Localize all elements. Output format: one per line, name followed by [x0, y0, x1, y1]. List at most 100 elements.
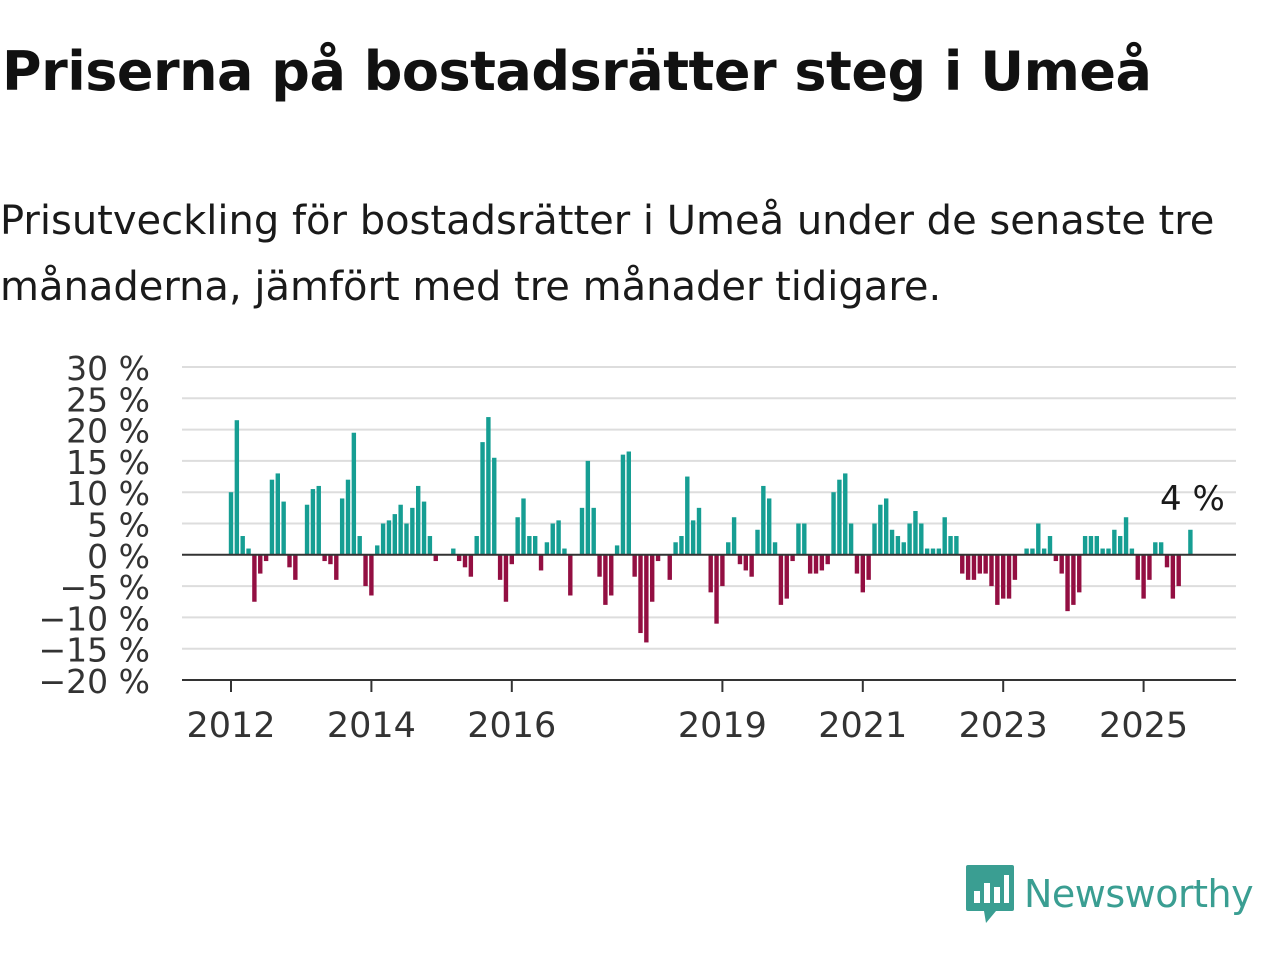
bar — [603, 554, 608, 605]
bar — [597, 554, 602, 577]
bar — [1053, 554, 1059, 562]
bar — [755, 529, 760, 555]
bar — [258, 554, 263, 574]
bar — [790, 554, 795, 562]
bar — [462, 554, 468, 568]
bar — [1012, 554, 1018, 580]
bar — [363, 554, 368, 587]
bar — [1141, 554, 1146, 599]
bar — [872, 523, 877, 555]
bar — [831, 492, 836, 555]
bar — [252, 554, 257, 602]
bar — [456, 554, 462, 562]
bar — [696, 507, 702, 555]
bar — [328, 554, 333, 565]
bar — [965, 554, 971, 580]
bar — [1147, 554, 1152, 580]
bar — [322, 554, 327, 562]
bar — [1071, 554, 1076, 605]
bar — [620, 454, 626, 555]
bar — [509, 554, 514, 565]
bar — [866, 554, 871, 580]
axes — [182, 553, 1236, 681]
bar — [761, 485, 766, 555]
x-tick-label: 2012 — [186, 706, 275, 746]
bar — [433, 554, 438, 562]
last-value-label: 4 % — [1160, 479, 1225, 519]
bar — [503, 554, 509, 602]
bar — [843, 473, 848, 555]
bar — [930, 548, 936, 555]
bar — [293, 554, 298, 580]
bar — [895, 536, 901, 555]
bar — [492, 457, 497, 555]
bar — [1030, 548, 1035, 555]
bar — [1088, 536, 1094, 555]
bar — [901, 542, 906, 555]
bar — [515, 517, 520, 555]
bar — [234, 420, 240, 555]
bar — [275, 473, 280, 555]
bar — [708, 554, 713, 593]
bar — [1100, 548, 1105, 555]
bar — [1006, 554, 1012, 599]
bar — [316, 485, 321, 555]
bar — [778, 554, 784, 605]
bar — [720, 554, 725, 587]
y-tick-label: 25 % — [66, 380, 150, 419]
bar — [983, 554, 988, 574]
y-tick-label: −10 % — [39, 599, 151, 638]
bar — [451, 548, 456, 555]
bar — [591, 507, 596, 555]
bar — [1112, 529, 1117, 555]
bar — [533, 536, 538, 555]
bar — [878, 504, 883, 555]
bar — [1077, 554, 1082, 593]
bar — [1059, 554, 1064, 574]
bar-chart: 30 %25 %20 %15 %10 %5 %0 %−5 %−10 %−15 %… — [39, 349, 1236, 746]
bar — [497, 554, 503, 580]
bar — [1082, 536, 1088, 555]
bar — [416, 485, 421, 555]
bar — [269, 479, 275, 555]
bar — [936, 548, 942, 555]
bar — [673, 542, 678, 555]
bar — [263, 554, 269, 562]
bar — [731, 517, 737, 555]
bar — [1158, 542, 1164, 555]
bar — [568, 554, 573, 596]
bar — [913, 510, 918, 555]
bar — [948, 536, 953, 555]
bar — [1188, 529, 1193, 555]
bar — [380, 523, 386, 555]
bar — [977, 554, 982, 574]
bar — [825, 554, 830, 565]
bar — [1129, 548, 1135, 555]
bar — [1065, 554, 1070, 612]
bar — [392, 514, 397, 555]
x-tick-label: 2021 — [818, 706, 907, 746]
bar — [942, 517, 947, 555]
bar — [655, 554, 661, 562]
bar — [404, 523, 409, 555]
bar — [228, 492, 234, 555]
y-tick-label: 15 % — [66, 443, 150, 482]
bar — [334, 554, 339, 580]
y-tick-label: 5 % — [87, 506, 150, 545]
bar — [626, 451, 631, 555]
bar — [889, 529, 895, 555]
bar — [240, 536, 245, 555]
bar — [287, 554, 292, 568]
bar — [556, 520, 561, 555]
bar — [398, 504, 403, 555]
bar — [1094, 536, 1099, 555]
bar — [690, 520, 696, 555]
bar — [1036, 523, 1041, 555]
bar — [562, 548, 567, 555]
brand-logo[interactable]: Newsworthy — [964, 862, 1254, 926]
bar — [848, 523, 854, 555]
y-tick-label: −15 % — [39, 631, 151, 670]
bar — [421, 501, 427, 555]
bar — [609, 554, 614, 596]
bar — [802, 523, 807, 555]
